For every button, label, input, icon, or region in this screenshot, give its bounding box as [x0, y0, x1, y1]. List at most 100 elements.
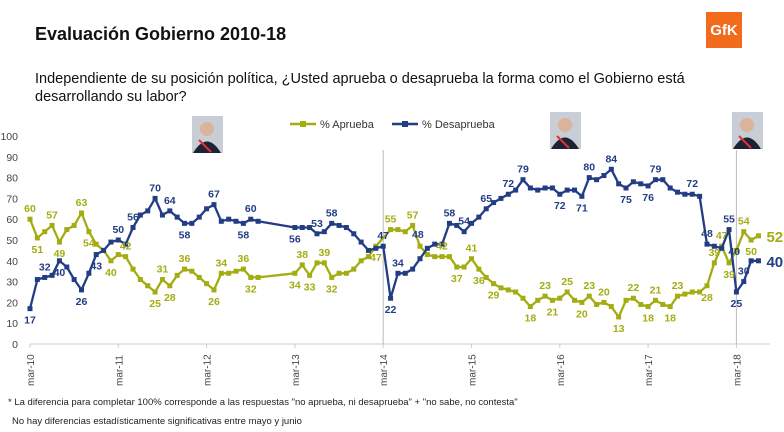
aprueba-point — [476, 266, 482, 272]
aprueba-data-label: 22 — [628, 282, 640, 294]
aprueba-point — [321, 260, 327, 266]
desaprueba-point — [130, 225, 136, 231]
desaprueba-point — [755, 258, 761, 264]
desaprueba-point — [461, 229, 467, 235]
aprueba-point — [660, 301, 666, 307]
aprueba-data-label: 54 — [83, 238, 95, 250]
aprueba-point — [469, 256, 474, 262]
aprueba-point — [461, 264, 467, 270]
aprueba-point — [182, 266, 188, 272]
aprueba-data-label: 33 — [304, 281, 316, 293]
aprueba-data-label: 26 — [208, 296, 220, 308]
y-tick-label: 90 — [6, 152, 18, 164]
aprueba-data-label: 57 — [46, 209, 58, 221]
y-tick-label: 50 — [6, 235, 18, 247]
aprueba-data-label: 23 — [539, 280, 551, 292]
desaprueba-data-label: 75 — [620, 194, 632, 206]
aprueba-point — [439, 254, 445, 260]
aprueba-point — [358, 258, 364, 264]
aprueba-point — [27, 216, 33, 222]
y-axis: 0 10 20 30 40 50 60 70 80 90 100 — [0, 131, 18, 351]
desaprueba-point — [454, 222, 460, 228]
aprueba-point — [711, 260, 717, 266]
desaprueba-point — [204, 206, 210, 212]
desaprueba-point — [483, 206, 489, 212]
desaprueba-point — [233, 218, 239, 224]
aprueba-data-label: 28 — [164, 292, 176, 304]
desaprueba-point — [64, 264, 70, 270]
desaprueba-point — [594, 177, 600, 183]
desaprueba-data-label: 79 — [650, 164, 662, 176]
aprueba-data-label: 25 — [561, 276, 573, 288]
aprueba-point — [645, 304, 651, 310]
footnote-1: * La diferencia para completar 100% corr… — [8, 397, 518, 408]
aprueba-data-label: 40 — [105, 267, 117, 279]
desaprueba-point — [56, 258, 62, 264]
aprueba-point — [351, 266, 357, 272]
x-tick-label: mar-17 — [644, 354, 655, 386]
desaprueba-point — [726, 227, 732, 233]
aprueba-point — [704, 283, 710, 289]
desaprueba-data-label: 67 — [208, 189, 220, 201]
aprueba-point — [49, 222, 55, 228]
aprueba-point — [505, 287, 511, 293]
aprueba-point — [196, 274, 202, 280]
desaprueba-point — [660, 177, 666, 183]
legend: % Aprueba % Desaprueba — [290, 119, 496, 131]
desaprueba-point — [358, 239, 364, 245]
desaprueba-point — [373, 245, 379, 251]
aprueba-data-label: 36 — [179, 253, 191, 265]
y-tick-label: 10 — [6, 318, 18, 330]
desaprueba-point — [71, 277, 77, 283]
desaprueba-point — [196, 214, 202, 220]
desaprueba-data-label: 22 — [385, 304, 397, 316]
survey-question: Independiente de su posición política, ¿… — [35, 71, 685, 105]
aprueba-data-label: 63 — [76, 197, 88, 209]
aprueba-data-label: 37 — [451, 273, 463, 285]
x-tick-label: mar-13 — [291, 354, 302, 386]
aprueba-data-label: 52 — [766, 229, 783, 246]
x-tick-label: mar-12 — [203, 354, 214, 386]
aprueba-point — [314, 260, 320, 266]
data-labels-group: 52 40 60 51 57 49 63 54 40 42 25 31 28 36 26 34 36 32 34 38… — [24, 153, 783, 335]
president-portraits — [192, 112, 763, 153]
desaprueba-point — [336, 222, 342, 228]
aprueba-point — [527, 304, 533, 310]
desaprueba-point — [167, 208, 173, 214]
desaprueba-point — [675, 189, 681, 195]
aprueba-data-label: 21 — [547, 306, 559, 318]
desaprueba-data-label: 43 — [90, 261, 102, 273]
aprueba-point — [491, 281, 497, 287]
aprueba-point — [748, 237, 754, 243]
desaprueba-point — [174, 214, 180, 220]
aprueba-point — [432, 254, 438, 260]
desaprueba-point — [123, 241, 129, 247]
aprueba-data-label: 18 — [664, 313, 676, 325]
desaprueba-data-label: 58 — [238, 229, 250, 241]
aprueba-point — [733, 247, 739, 253]
desaprueba-point — [616, 181, 622, 187]
aprueba-point — [594, 301, 600, 307]
aprueba-point — [388, 227, 394, 233]
desaprueba-point — [638, 181, 644, 187]
desaprueba-point — [240, 220, 246, 226]
desaprueba-point — [513, 187, 519, 193]
desaprueba-point — [446, 220, 452, 226]
portrait-sash — [198, 139, 212, 153]
aprueba-point — [601, 299, 607, 305]
desaprueba-data-label: 32 — [39, 261, 51, 273]
desaprueba-data-label: 56 — [289, 234, 301, 246]
y-tick-label: 100 — [0, 131, 18, 143]
desaprueba-point — [380, 243, 386, 249]
desaprueba-data-label: 60 — [245, 203, 257, 215]
desaprueba-point — [410, 266, 416, 272]
y-tick-label: 30 — [6, 277, 18, 289]
desaprueba-data-label: 58 — [326, 207, 338, 219]
aprueba-data-label: 23 — [672, 280, 684, 292]
aprueba-data-label: 21 — [650, 284, 662, 296]
aprueba-point — [79, 210, 85, 216]
portrait-face — [740, 118, 754, 132]
aprueba-point — [564, 289, 570, 295]
aprueba-point — [159, 277, 165, 283]
